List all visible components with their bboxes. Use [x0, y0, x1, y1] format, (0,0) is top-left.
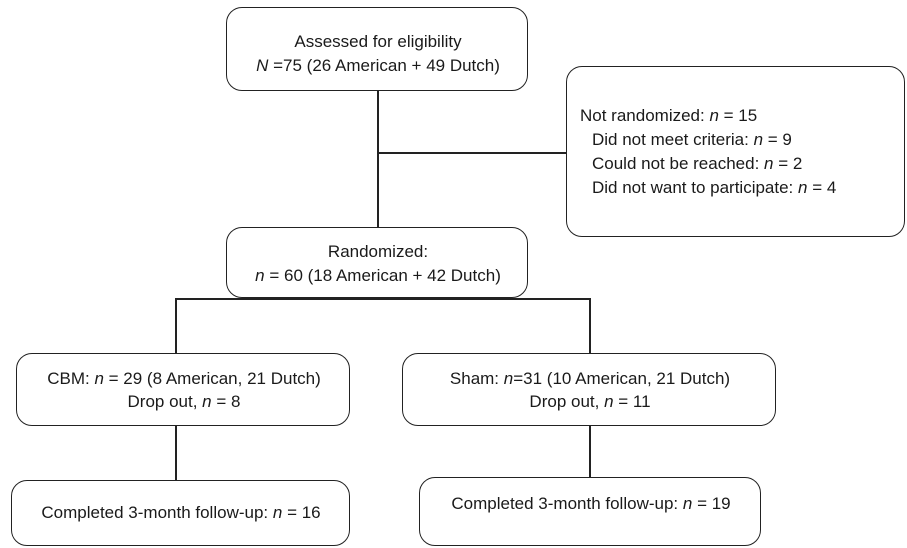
text-segment: Completed 3-month follow-up: [41, 503, 273, 522]
sham-line2: Drop out, n = 11 [529, 392, 650, 412]
text-segment: = 60 (18 American + 42 Dutch) [264, 266, 501, 285]
italic-symbol: n [798, 178, 808, 197]
italic-symbol: N [256, 56, 269, 75]
text-segment: = 2 [773, 154, 803, 173]
text-segment: Completed 3-month follow-up: [451, 494, 683, 513]
connector-cbm-to-followup [175, 425, 177, 481]
cbm-followup-line: Completed 3-month follow-up: n = 16 [41, 503, 320, 523]
italic-symbol: n [255, 266, 265, 285]
text-segment: = 8 [211, 392, 241, 411]
randomized-line2: n = 60 (18 American + 42 Dutch) [255, 266, 501, 286]
connector-sham-to-followup [589, 425, 591, 478]
text-segment: = 4 [807, 178, 837, 197]
not-randomized-criteria: Did not meet criteria: n = 9 [592, 130, 792, 150]
cbm-line2: Drop out, n = 8 [128, 392, 241, 412]
randomized-box: Randomized: n = 60 (18 American + 42 Dut… [226, 227, 528, 298]
italic-symbol: n [753, 130, 764, 149]
italic-symbol: n [709, 106, 719, 125]
not-randomized-declined: Did not want to participate: n = 4 [592, 178, 836, 198]
not-randomized-total: Not randomized: n = 15 [580, 106, 757, 126]
italic-symbol: n [764, 154, 774, 173]
text-segment: CBM: [47, 369, 95, 388]
connector-to-sham [589, 298, 591, 354]
italic-symbol: n [604, 392, 614, 411]
text-segment: Not randomized: [580, 106, 710, 125]
text-segment: Did not want to participate: [592, 178, 799, 197]
assessed-box: Assessed for eligibility N =75 (26 Ameri… [226, 7, 528, 91]
not-randomized-unreached: Could not be reached: n = 2 [592, 154, 802, 174]
italic-symbol: n [272, 503, 283, 522]
text-segment: Could not be reached: [592, 154, 765, 173]
italic-symbol: n [94, 369, 104, 388]
sham-line1: Sham: n=31 (10 American, 21 Dutch) [450, 369, 730, 389]
text-segment: = 16 [282, 503, 321, 522]
connector-assessed-to-randomized [377, 90, 379, 228]
assessed-line1: Assessed for eligibility [294, 32, 462, 51]
text-segment: Did not meet criteria: [592, 130, 754, 149]
sham-followup-line: Completed 3-month follow-up: n = 19 [451, 494, 730, 514]
connector-split-horizontal [175, 298, 591, 300]
text-segment: = 19 [692, 494, 731, 513]
sham-followup-box: Completed 3-month follow-up: n = 19 [419, 477, 761, 546]
not-randomized-box: Not randomized: n = 15 Did not meet crit… [566, 66, 905, 237]
text-segment: = 15 [718, 106, 758, 125]
italic-symbol: n [503, 369, 514, 388]
sham-box: Sham: n=31 (10 American, 21 Dutch) Drop … [402, 353, 776, 426]
text-segment: Drop out, [127, 392, 203, 411]
cbm-line1: CBM: n = 29 (8 American, 21 Dutch) [47, 369, 321, 389]
cbm-box: CBM: n = 29 (8 American, 21 Dutch) Drop … [16, 353, 350, 426]
text-segment: Drop out, [529, 392, 605, 411]
connector-to-cbm [175, 298, 177, 354]
text-segment: = 29 (8 American, 21 Dutch) [103, 369, 321, 388]
italic-symbol: n [682, 494, 693, 513]
assessed-line2: N =75 (26 American + 49 Dutch) [256, 56, 500, 76]
connector-to-not-randomized [377, 152, 567, 154]
cbm-followup-box: Completed 3-month follow-up: n = 16 [11, 480, 350, 546]
italic-symbol: n [202, 392, 212, 411]
text-segment: =31 (10 American, 21 Dutch) [513, 369, 731, 388]
text-segment: = 9 [763, 130, 792, 149]
text-segment: =75 (26 American + 49 Dutch) [268, 56, 500, 75]
text-segment: = 11 [613, 392, 651, 411]
randomized-line1: Randomized: [327, 242, 429, 261]
text-segment: Sham: [449, 369, 504, 388]
